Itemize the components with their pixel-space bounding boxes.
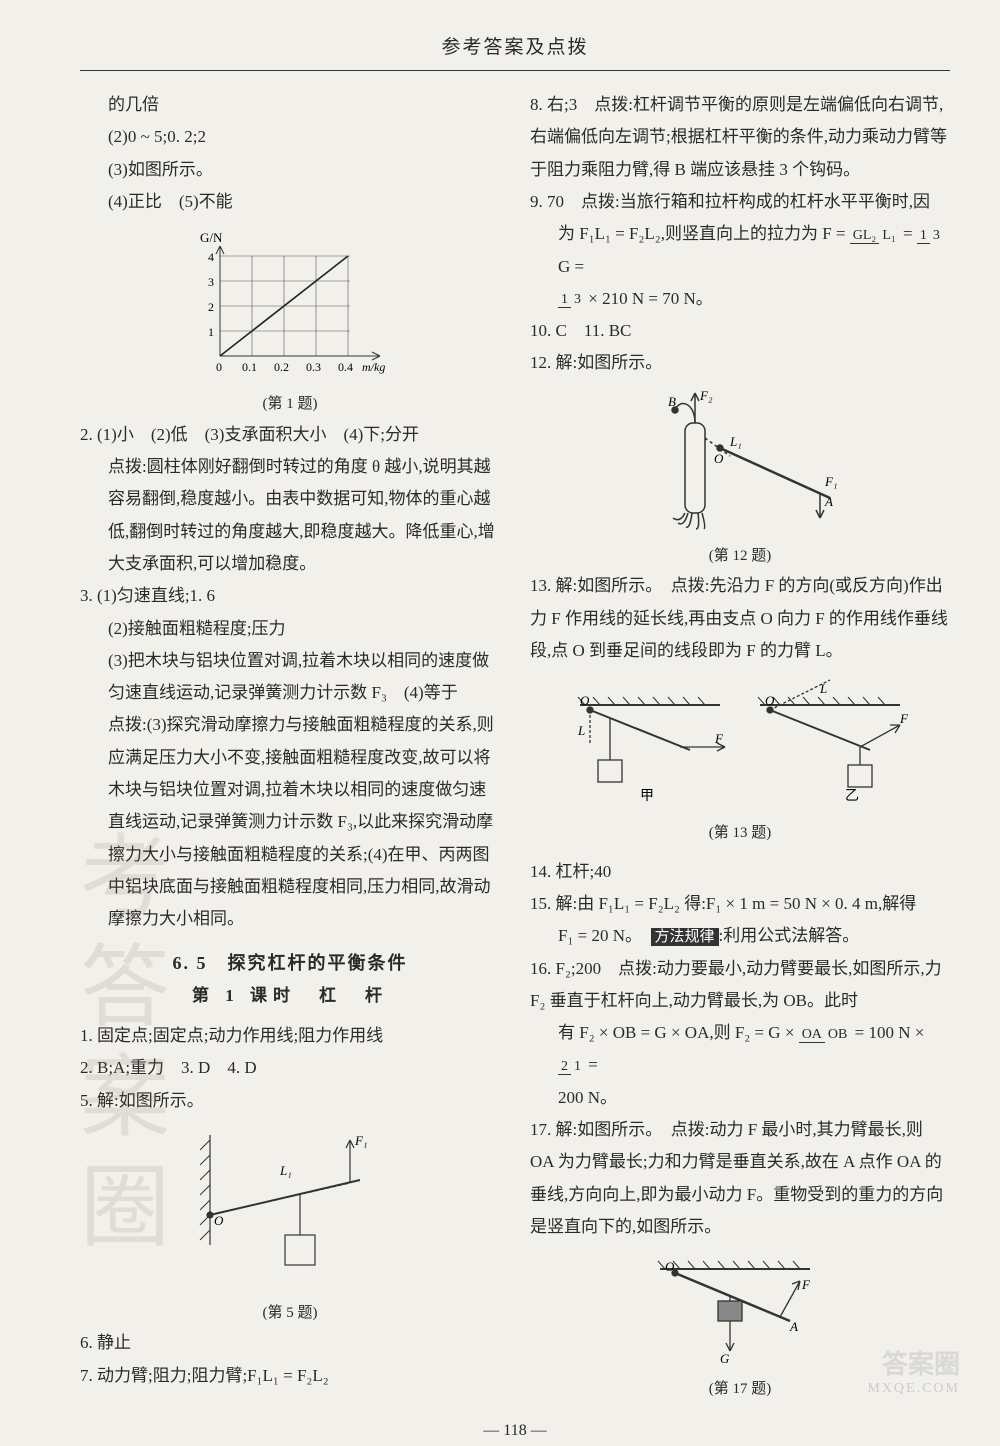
svg-text:1: 1 [208, 325, 214, 339]
svg-text:O: O [665, 1259, 675, 1274]
q12: 12. 解:如图所示。 [530, 347, 950, 379]
svg-text:L: L [577, 723, 585, 738]
text-line: (4)正比 (5)不能 [80, 186, 500, 218]
text-line: (3)如图所示。 [80, 154, 500, 186]
svg-text:O: O [765, 693, 775, 708]
text-line: (2)0 ~ 5;0. 2;2 [80, 121, 500, 153]
q2-answer: 2. (1)小 (2)低 (3)支承面积大小 (4)下;分开 [80, 419, 500, 451]
svg-text:L₁: L₁ [279, 1163, 292, 1178]
method-box: 方法规律 [651, 928, 719, 946]
chart-1-caption: (第 1 题) [80, 390, 500, 419]
p1: 1. 固定点;固定点;动力作用线;阻力作用线 [80, 1020, 500, 1052]
page-title: 参考答案及点拨 [80, 30, 950, 66]
svg-text:m/kg: m/kg [362, 360, 385, 374]
svg-text:O: O [714, 451, 724, 466]
figure-5: O L₁ F₁ [80, 1125, 500, 1295]
q9c-suffix: × 210 N = 70 N。 [588, 289, 712, 308]
text-line: 的几倍 [80, 89, 500, 121]
fraction-1-3b: 13 [558, 292, 584, 307]
svg-text:F: F [714, 731, 724, 746]
q16b-pre: 有 F₂ × OB = G × OA,则 F₂ = G × [558, 1023, 794, 1042]
q3-c: (3)把木块与铝块位置对调,拉着木块以相同的速度做匀速直线运动,记录弹簧测力计示… [80, 645, 500, 710]
q15a: 15. 解:由 F₁L₁ = F₂L₂ 得:F₁ × 1 m = 50 N × … [530, 888, 950, 920]
svg-text:2: 2 [208, 300, 214, 314]
q16a: 16. F₂;200 点拨:动力要最小,动力臂要最长,如图所示,力 F₂ 垂直于… [530, 953, 950, 1018]
fraction-OA-OB: OAOB [799, 1027, 851, 1042]
p7: 7. 动力臂;阻力;阻力臂;F₁L₁ = F₂L₂ [80, 1360, 500, 1392]
q3-d: 点拨:(3)探究滑动摩擦力与接触面粗糙程度的关系,则应满足压力大小不变,接触面粗… [80, 709, 500, 935]
fig13-svg: O L F 甲 O L F 乙 [560, 675, 920, 815]
graph-svg: G/N 1 2 3 4 0 0.1 0.2 0.3 0.4 m/kg [180, 226, 400, 386]
q10-11: 10. C 11. BC [530, 315, 950, 347]
fig5-svg: O L₁ F₁ [180, 1125, 400, 1295]
right-column: 8. 右;3 点拨:杠杆调节平衡的原则是左端偏低向右调节,右端偏低向左调节;根据… [530, 89, 950, 1404]
svg-text:4: 4 [208, 250, 214, 264]
lesson-title: 第 1 课时 杠 杆 [80, 980, 500, 1012]
q9b: 为 F₁L₁ = F₂L₂,则竖直向上的拉力为 F = GL₂L₁ = 13 G… [530, 218, 950, 283]
fraction-1-3a: 13 [917, 228, 943, 243]
p5: 5. 解:如图所示。 [80, 1085, 500, 1117]
p2: 2. B;A;重力 3. D 4. D [80, 1052, 500, 1084]
fig13-right-label: 乙 [845, 788, 859, 804]
p6: 6. 静止 [80, 1327, 500, 1359]
svg-text:0.1: 0.1 [242, 360, 257, 374]
figure-12: B F₂ L₁ O F₁ A [530, 388, 950, 538]
q15b-post: :利用公式法解答。 [719, 926, 860, 945]
svg-text:A: A [789, 1319, 798, 1334]
q15b: F₁ = 20 N。 方法规律:利用公式法解答。 [530, 920, 950, 952]
figure-13: O L F 甲 O L F 乙 [530, 675, 950, 815]
svg-text:O: O [580, 693, 590, 708]
svg-text:L: L [819, 681, 827, 696]
q16b: 有 F₂ × OB = G × OA,则 F₂ = G × OAOB = 100… [530, 1017, 950, 1082]
fig13-left-label: 甲 [640, 789, 654, 804]
page-number: — 118 — [80, 1416, 950, 1446]
fig12-caption: (第 12 题) [530, 542, 950, 571]
q9b-prefix: 为 F₁L₁ = F₂L₂,则竖直向上的拉力为 F = [558, 224, 846, 243]
svg-text:F₁: F₁ [824, 474, 837, 489]
svg-text:F: F [801, 1277, 811, 1292]
svg-text:0: 0 [216, 360, 222, 374]
svg-text:A: A [824, 494, 833, 509]
svg-text:O: O [214, 1213, 224, 1228]
q9a: 9. 70 点拨:当旅行箱和拉杆构成的杠杆水平平衡时,因 [530, 186, 950, 218]
fig17-svg: O A F G [650, 1251, 830, 1371]
q14: 14. 杠杆;40 [530, 856, 950, 888]
q9b-suffix: G = [558, 257, 584, 276]
fraction-2-1: 21 [558, 1059, 584, 1074]
q2-explain: 点拨:圆柱体刚好翻倒时转过的角度 θ 越小,说明其越容易翻倒,稳度越小。由表中数… [80, 451, 500, 580]
fig13-caption: (第 13 题) [530, 819, 950, 848]
svg-text:F₂: F₂ [699, 388, 713, 403]
q13: 13. 解:如图所示。 点拨:先沿力 F 的方向(或反方向)作出力 F 作用线的… [530, 570, 950, 667]
chart-1: G/N 1 2 3 4 0 0.1 0.2 0.3 0.4 m/kg [80, 226, 500, 386]
q16c: 200 N。 [530, 1082, 950, 1114]
fraction-GL2-L1: GL₂L₁ [850, 228, 899, 243]
svg-text:F₁: F₁ [354, 1133, 367, 1148]
q3-b: (2)接触面粗糙程度;压力 [80, 613, 500, 645]
q8: 8. 右;3 点拨:杠杆调节平衡的原则是左端偏低向右调节,右端偏低向左调节;根据… [530, 89, 950, 186]
q9c: 13 × 210 N = 70 N。 [530, 283, 950, 315]
svg-text:0.4: 0.4 [338, 360, 353, 374]
left-column: 的几倍 (2)0 ~ 5;0. 2;2 (3)如图所示。 (4)正比 (5)不能 [80, 89, 500, 1404]
svg-text:3: 3 [208, 275, 214, 289]
section-title: 6. 5 探究杠杆的平衡条件 [80, 946, 500, 980]
watermark-url: MXQE.COM [867, 1376, 960, 1403]
header-divider [80, 70, 950, 71]
q16b-end: = [588, 1055, 598, 1074]
q17: 17. 解:如图所示。 点拨:动力 F 最小时,其力臂最长,则 OA 为力臂最长… [530, 1114, 950, 1243]
q16b-mid: = 100 N × [855, 1023, 925, 1042]
content-columns: 的几倍 (2)0 ~ 5;0. 2;2 (3)如图所示。 (4)正比 (5)不能 [80, 89, 950, 1404]
svg-text:F: F [899, 711, 909, 726]
svg-text:B: B [668, 394, 676, 409]
q15b-pre: F₁ = 20 N。 [558, 926, 651, 945]
svg-text:0.3: 0.3 [306, 360, 321, 374]
y-axis-label: G/N [200, 230, 223, 245]
q3-a: 3. (1)匀速直线;1. 6 [80, 580, 500, 612]
fig12-svg: B F₂ L₁ O F₁ A [630, 388, 850, 538]
svg-text:L₁: L₁ [729, 434, 742, 449]
svg-text:0.2: 0.2 [274, 360, 289, 374]
fig5-caption: (第 5 题) [80, 1299, 500, 1328]
svg-text:G: G [720, 1351, 730, 1366]
